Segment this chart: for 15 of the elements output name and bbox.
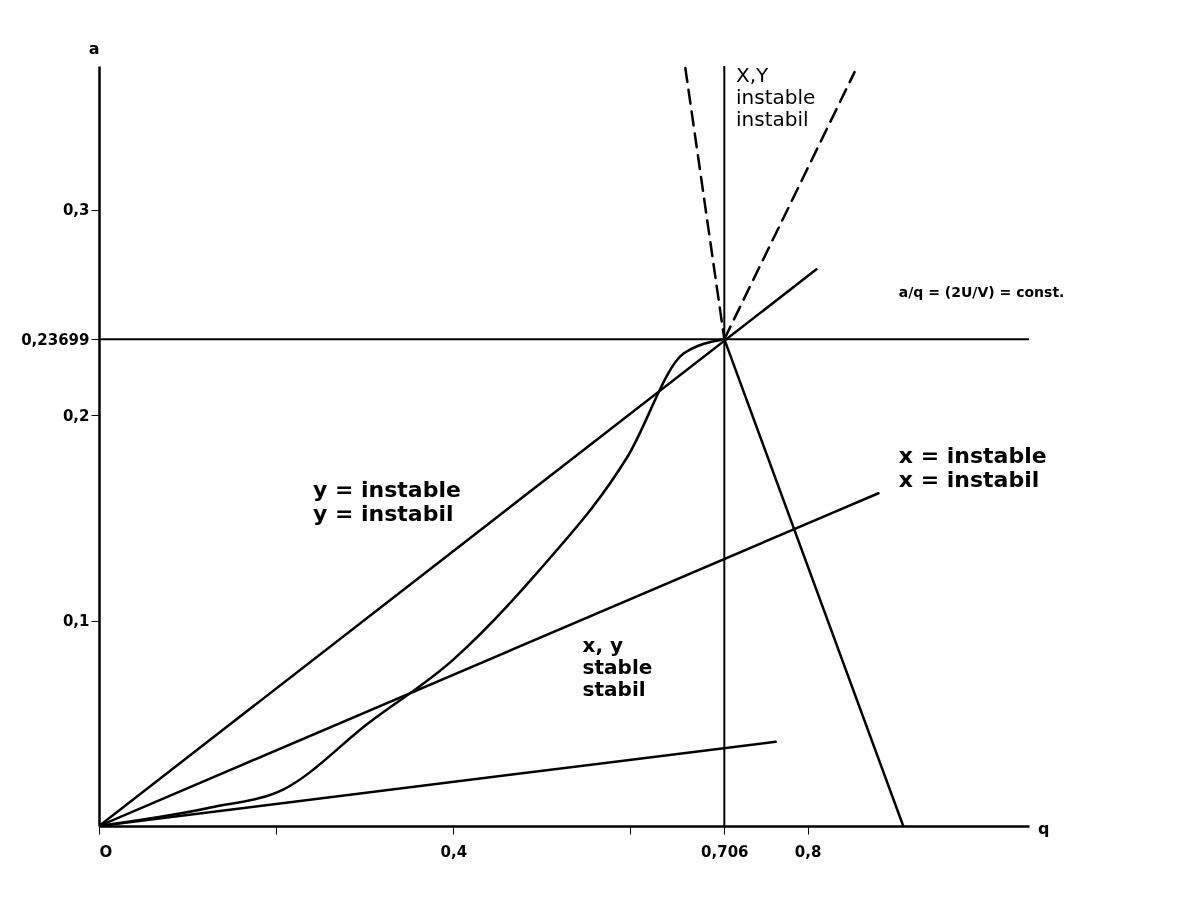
y-tick-label: 0,1 <box>62 612 90 631</box>
annotation: y = instable y = instabil <box>312 477 461 527</box>
y-tick-label: 0,23699 <box>21 330 90 349</box>
x-tick-label: O <box>99 842 113 861</box>
y-axis-title: a <box>88 38 100 58</box>
y-tick-label: 0,2 <box>62 406 90 425</box>
annotation: x = instable x = instabil <box>898 443 1047 493</box>
x-tick-label: 0,4 <box>440 842 468 861</box>
annotation: x, y stable stabil <box>582 633 653 701</box>
y-tick-label: 0,3 <box>62 201 90 220</box>
x-tick-label: 0,8 <box>794 842 822 861</box>
annotation: X,Y instable instabil <box>736 63 816 131</box>
x-axis-title: q <box>1038 818 1050 838</box>
annotation: a/q = (2U/V) = const. <box>898 284 1065 301</box>
x-tick-label: 0,706 <box>701 842 749 861</box>
